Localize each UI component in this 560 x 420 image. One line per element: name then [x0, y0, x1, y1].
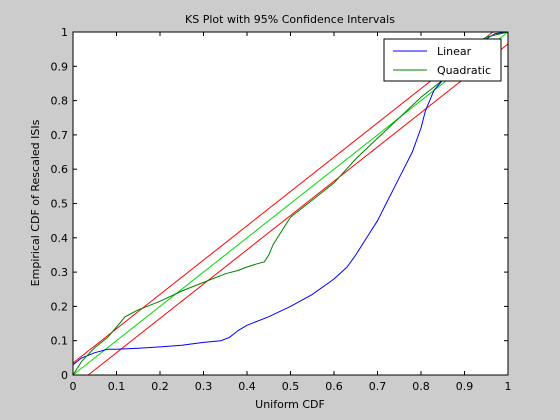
series-lower-confidence-bound	[87, 43, 509, 376]
legend-label-quadratic: Quadratic	[437, 64, 491, 77]
y-tick-label: 0.6	[51, 163, 69, 176]
x-tick-label: 0.3	[195, 380, 213, 393]
x-tick-label: 0.9	[456, 380, 474, 393]
y-tick-label: 0.1	[51, 335, 69, 348]
legend-box	[383, 38, 502, 82]
x-axis-label: Uniform CDF	[255, 398, 325, 411]
x-tick-label: 0.5	[282, 380, 300, 393]
x-tick-label: 0.2	[151, 380, 169, 393]
x-tick-label: 0.4	[238, 380, 256, 393]
x-tick-label: 0	[70, 380, 77, 393]
y-tick-label: 0.2	[51, 300, 69, 313]
x-tick-label: 0.8	[412, 380, 430, 393]
y-tick-label: 0.4	[51, 232, 69, 245]
legend: Linear Quadratic	[383, 38, 502, 82]
x-tick-label: 0.6	[325, 380, 343, 393]
y-tick-label: 0.8	[51, 95, 69, 108]
legend-label-linear: Linear	[437, 45, 472, 58]
x-tick-label: 0.7	[369, 380, 387, 393]
chart-title: KS Plot with 95% Confidence Intervals	[185, 13, 395, 26]
y-tick-label: 0.9	[51, 60, 69, 73]
y-tick-label: 0.5	[51, 198, 69, 211]
y-tick-label: 1	[61, 26, 68, 39]
x-tick-label: 0.1	[108, 380, 126, 393]
y-tick-label: 0.3	[51, 266, 69, 279]
y-tick-label: 0	[61, 369, 68, 382]
tick-layer: 0 0.1 0.2 0.3 0.4 0.5 0.6 0.7 0.8 0.9 1 0 0.1 0.2 0.3 0…	[51, 26, 512, 393]
x-tick-label: 1	[505, 380, 512, 393]
y-tick-label: 0.7	[51, 129, 69, 142]
y-axis-label: Empirical CDF of Rescaled ISIs	[29, 119, 42, 286]
